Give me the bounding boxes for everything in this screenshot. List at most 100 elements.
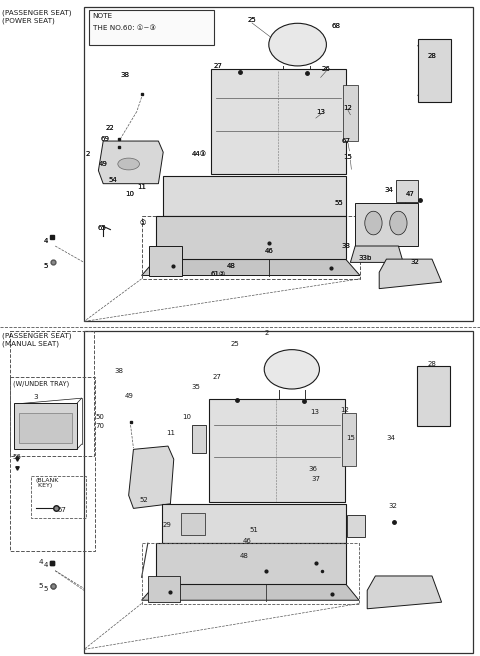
Bar (19, 413, 72, 443)
Polygon shape (379, 259, 442, 289)
Bar (342, 413, 356, 466)
Polygon shape (211, 69, 346, 174)
Polygon shape (98, 141, 163, 184)
Text: (BLANK
 KEY): (BLANK KEY) (36, 478, 60, 488)
Text: 67: 67 (341, 138, 350, 144)
Text: 25: 25 (248, 16, 256, 23)
Text: 34: 34 (384, 187, 393, 194)
Polygon shape (129, 446, 174, 508)
Bar (417, 366, 450, 426)
Text: 65: 65 (98, 225, 107, 232)
Text: 61②: 61② (211, 271, 226, 277)
Bar (84, 331, 473, 653)
Text: 49: 49 (99, 161, 108, 167)
Text: 55: 55 (334, 200, 343, 207)
Text: 5: 5 (38, 583, 43, 589)
Bar (10, 331, 94, 456)
Text: 13: 13 (316, 108, 325, 115)
Text: 15: 15 (344, 154, 352, 161)
Polygon shape (156, 543, 346, 584)
Bar (347, 515, 365, 537)
Text: 49: 49 (99, 161, 108, 167)
Bar (343, 85, 358, 141)
Text: 48: 48 (227, 262, 236, 269)
Polygon shape (163, 176, 346, 216)
Text: 51: 51 (249, 527, 258, 533)
Bar (14, 403, 77, 449)
Text: 44③: 44③ (192, 151, 207, 157)
Text: 38: 38 (120, 72, 129, 79)
Text: 2: 2 (264, 330, 269, 337)
Text: 36: 36 (309, 466, 317, 472)
Text: 33: 33 (341, 243, 350, 249)
Text: 2: 2 (85, 151, 90, 157)
Text: 10: 10 (125, 190, 134, 197)
Text: 5: 5 (43, 262, 48, 269)
Text: 55: 55 (334, 200, 343, 207)
Polygon shape (142, 259, 360, 276)
Text: 13: 13 (316, 108, 325, 115)
Text: 5: 5 (43, 586, 48, 592)
Text: 68: 68 (332, 23, 340, 30)
Polygon shape (162, 504, 346, 543)
Text: 46: 46 (264, 248, 273, 255)
Text: 46: 46 (264, 248, 273, 255)
Text: 25: 25 (248, 16, 256, 23)
Text: 11: 11 (137, 184, 146, 190)
Text: 32: 32 (388, 503, 397, 510)
Text: 61②: 61② (211, 271, 226, 277)
Text: 67: 67 (341, 138, 350, 144)
Text: 44③: 44③ (192, 151, 207, 157)
Text: (W/UNDER TRAY): (W/UNDER TRAY) (13, 380, 70, 387)
Text: 26: 26 (322, 66, 331, 72)
Text: 37: 37 (312, 476, 320, 482)
Text: 34: 34 (384, 187, 393, 194)
Text: 5: 5 (43, 262, 48, 269)
Text: THE NO.60: ①~③: THE NO.60: ①~③ (93, 25, 156, 31)
Text: NOTE: NOTE (93, 13, 113, 19)
Text: 54: 54 (108, 177, 117, 184)
Bar (396, 180, 418, 202)
Text: 15: 15 (344, 154, 352, 161)
Text: 28: 28 (428, 52, 436, 59)
Text: 48: 48 (227, 262, 236, 269)
Text: 11: 11 (166, 430, 175, 436)
Text: 25: 25 (231, 341, 240, 348)
Text: 26: 26 (300, 375, 308, 382)
Text: 3: 3 (34, 394, 38, 400)
Text: 12: 12 (344, 105, 352, 112)
Text: 50: 50 (96, 413, 104, 420)
Bar (192, 425, 206, 453)
Text: 47: 47 (406, 190, 415, 197)
Polygon shape (350, 246, 403, 262)
Text: (PASSENGER SEAT)
(MANUAL SEAT): (PASSENGER SEAT) (MANUAL SEAT) (2, 333, 72, 346)
Text: 35: 35 (192, 384, 200, 390)
Text: 4: 4 (43, 238, 48, 245)
Text: ①: ① (140, 220, 146, 226)
Text: 70: 70 (96, 423, 104, 430)
Text: 22: 22 (105, 125, 114, 131)
Bar (148, 576, 180, 602)
Text: 38: 38 (120, 72, 129, 79)
Text: 52: 52 (140, 497, 148, 503)
Text: 56: 56 (12, 454, 21, 461)
Polygon shape (149, 246, 182, 276)
Text: 53: 53 (148, 248, 157, 255)
Polygon shape (209, 399, 345, 502)
Text: 47: 47 (406, 190, 415, 197)
Text: 38: 38 (115, 367, 123, 374)
Text: 28: 28 (428, 52, 436, 59)
Bar (142, 216, 360, 279)
Text: 57: 57 (58, 507, 66, 514)
Text: ①: ① (140, 220, 146, 226)
Text: 34: 34 (387, 435, 396, 441)
Text: 4: 4 (38, 559, 43, 565)
Bar (418, 39, 451, 102)
Text: 2: 2 (85, 151, 90, 157)
Text: 33b: 33b (358, 255, 372, 261)
Text: (PASSENGER SEAT)
(POWER SEAT): (PASSENGER SEAT) (POWER SEAT) (2, 10, 72, 24)
Bar (181, 513, 205, 535)
Text: 33: 33 (341, 243, 350, 249)
Text: 29: 29 (163, 522, 171, 528)
Text: 32: 32 (411, 259, 420, 266)
